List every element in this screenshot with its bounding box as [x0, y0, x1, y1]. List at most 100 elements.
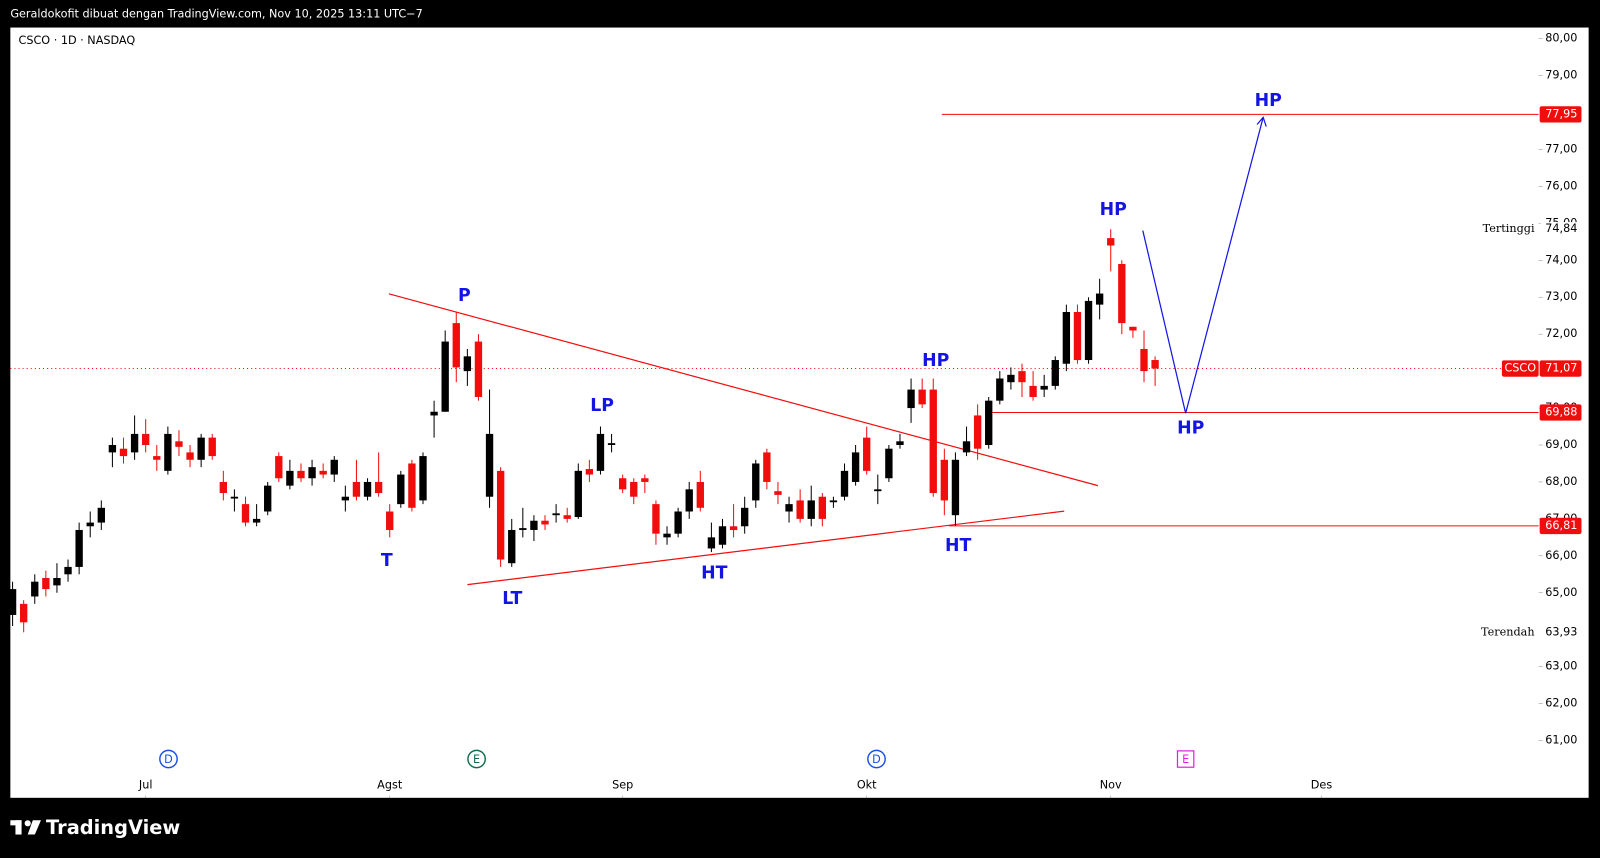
candle-body: [674, 511, 682, 534]
candle-body: [818, 496, 826, 519]
pattern-label: LP: [590, 396, 614, 416]
candle-body: [1007, 374, 1015, 383]
candle-body: [874, 489, 882, 492]
event-label: E: [1182, 753, 1189, 766]
candle-body: [1062, 312, 1071, 364]
candle-body: [585, 469, 594, 475]
pattern-label: HT: [701, 563, 728, 583]
extreme-value: 74,84: [1545, 222, 1577, 235]
candle-body: [8, 589, 17, 615]
candle-body: [197, 437, 205, 460]
candle-body: [86, 522, 94, 527]
level-badge: [1539, 106, 1582, 123]
y-tick-label: 63,00: [1545, 660, 1577, 673]
pattern-label: HP: [1255, 91, 1282, 111]
projection-arrow: [1256, 116, 1267, 127]
trend-line: [467, 510, 1065, 586]
candle-body: [630, 481, 638, 497]
candle-body: [363, 481, 372, 497]
event-label: D: [872, 753, 881, 766]
chart-title: CSCO · 1D · NASDAQ: [19, 34, 136, 47]
level-badge: [1539, 517, 1582, 535]
candle-body: [208, 437, 216, 457]
candle-body: [186, 452, 194, 460]
event-icon: [467, 749, 486, 769]
candle-body: [1107, 238, 1115, 246]
candle-body: [308, 467, 316, 479]
candle-body: [718, 526, 727, 545]
candle-body: [541, 520, 549, 525]
event-icon: [867, 749, 886, 769]
header: Geraldokofit dibuat dengan TradingView.c…: [10, 7, 422, 20]
extreme-bg: [1540, 625, 1582, 640]
event-label: D: [164, 753, 173, 766]
y-tick-label: 72,00: [1545, 327, 1577, 340]
y-tick-label: 65,00: [1545, 586, 1577, 599]
extreme-bg: [1540, 222, 1582, 237]
logo-shape: [15, 820, 22, 835]
x-tick-label: Jul: [138, 779, 153, 792]
candle-body: [596, 433, 605, 471]
y-tick-label: 80,00: [1545, 32, 1577, 45]
candle-body: [962, 441, 971, 453]
x-tick-label: Okt: [857, 779, 877, 792]
candle-body: [319, 470, 327, 475]
candle-body: [1018, 371, 1026, 383]
candle-body: [241, 504, 250, 523]
candle-body: [1029, 385, 1037, 397]
candle-body: [1118, 263, 1126, 324]
level-label: 69,88: [1545, 405, 1577, 418]
candle-body: [618, 478, 627, 490]
candle-body: [485, 433, 494, 497]
candle-body: [408, 463, 416, 508]
candle-body: [985, 400, 993, 446]
candle-body: [230, 496, 239, 499]
level-badge: [1539, 404, 1582, 421]
candle-body: [574, 470, 582, 518]
x-tick-label: Nov: [1100, 779, 1122, 792]
candle-body: [508, 529, 516, 564]
candle-body: [1151, 360, 1159, 369]
candle-body: [142, 433, 150, 446]
candle-body: [1095, 293, 1104, 305]
symbol-label: CSCO: [1504, 362, 1536, 375]
candle-body: [918, 389, 926, 405]
candle-body: [119, 448, 128, 457]
candle-body: [419, 456, 427, 501]
candle-body: [519, 528, 527, 530]
candle-body: [563, 515, 571, 519]
symbol-badge: [1501, 360, 1539, 377]
brand: TradingView: [46, 816, 180, 839]
candle-body: [741, 507, 749, 527]
level-label: 66,81: [1545, 519, 1577, 532]
y-tick-label: 68,00: [1545, 475, 1577, 488]
logo-shape: [24, 820, 31, 827]
event-label: E: [473, 753, 480, 766]
pattern-label: HP: [1177, 418, 1204, 438]
candle-body: [951, 459, 960, 516]
x-tick-label: Sep: [612, 779, 633, 792]
candle-body: [108, 445, 117, 453]
candle-body: [685, 489, 693, 512]
candle-body: [1051, 360, 1059, 386]
candle-body: [652, 504, 660, 534]
candle-body: [64, 566, 72, 575]
candle-body: [264, 485, 272, 512]
candle-body: [441, 341, 449, 412]
extreme-name: Terendah: [1481, 625, 1535, 638]
candle-body: [896, 441, 904, 446]
extreme-value: 63,93: [1545, 625, 1577, 638]
candle-body: [885, 448, 893, 479]
candle-body: [53, 577, 61, 586]
extreme-name: Tertinggi: [1483, 222, 1535, 235]
candle-body: [474, 341, 483, 397]
candle-body: [774, 491, 782, 495]
candle-body: [175, 441, 183, 447]
candle-body: [386, 511, 394, 530]
candle-body: [42, 577, 50, 590]
candle-body: [552, 513, 560, 516]
candle-body: [252, 518, 261, 523]
candle-body: [430, 411, 438, 416]
candle-body: [97, 507, 105, 523]
